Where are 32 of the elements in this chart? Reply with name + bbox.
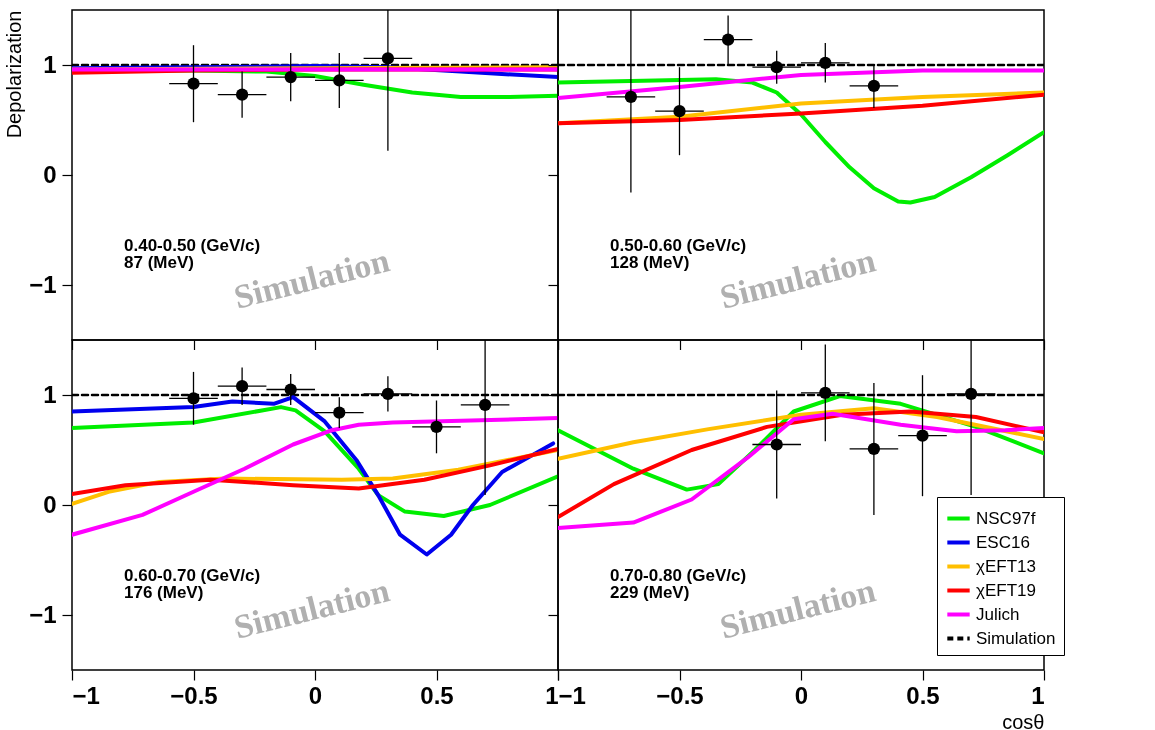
y-axis-title: Depolarization <box>3 10 26 139</box>
annotation: 128 (MeV) <box>610 253 690 272</box>
legend-label: χEFT13 <box>976 556 1036 576</box>
legend-label: ESC16 <box>976 532 1030 552</box>
annotation: 87 (MeV) <box>124 253 194 272</box>
y-tick-label: 0 <box>43 490 57 518</box>
x-tick-label: 1 <box>1031 681 1045 709</box>
x-tick-label: 0 <box>308 681 323 709</box>
y-tick-label: 0 <box>43 160 57 188</box>
x-tick-label: −1 <box>558 681 586 709</box>
x-tick-label: 1 <box>545 681 559 709</box>
x-tick-label: 0 <box>794 681 809 709</box>
x-tick-label: −1 <box>72 681 100 709</box>
legend-label: Simulation <box>976 628 1056 648</box>
legend-label: NSC97f <box>976 508 1036 528</box>
x-tick-label: −0.5 <box>656 681 704 709</box>
annotation: 229 (MeV) <box>610 583 690 602</box>
x-tick-label: −0.5 <box>170 681 218 709</box>
y-tick-label: 1 <box>43 380 57 408</box>
annotation: 0.60-0.70 (GeV/c) <box>124 566 261 585</box>
y-tick-label: −1 <box>29 600 57 628</box>
legend-label: Julich <box>976 604 1020 624</box>
x-axis-title: cosθ <box>1002 710 1045 730</box>
legend-label: χEFT19 <box>976 580 1036 600</box>
y-tick-label: −1 <box>29 270 57 298</box>
annotation: 176 (MeV) <box>124 583 204 602</box>
x-tick-label: 0.5 <box>420 681 454 709</box>
annotation: 0.50-0.60 (GeV/c) <box>610 236 747 255</box>
x-tick-label: 0.5 <box>906 681 940 709</box>
annotation: 0.40-0.50 (GeV/c) <box>124 236 261 255</box>
y-tick-label: 1 <box>43 50 57 78</box>
annotation: 0.70-0.80 (GeV/c) <box>610 566 747 585</box>
